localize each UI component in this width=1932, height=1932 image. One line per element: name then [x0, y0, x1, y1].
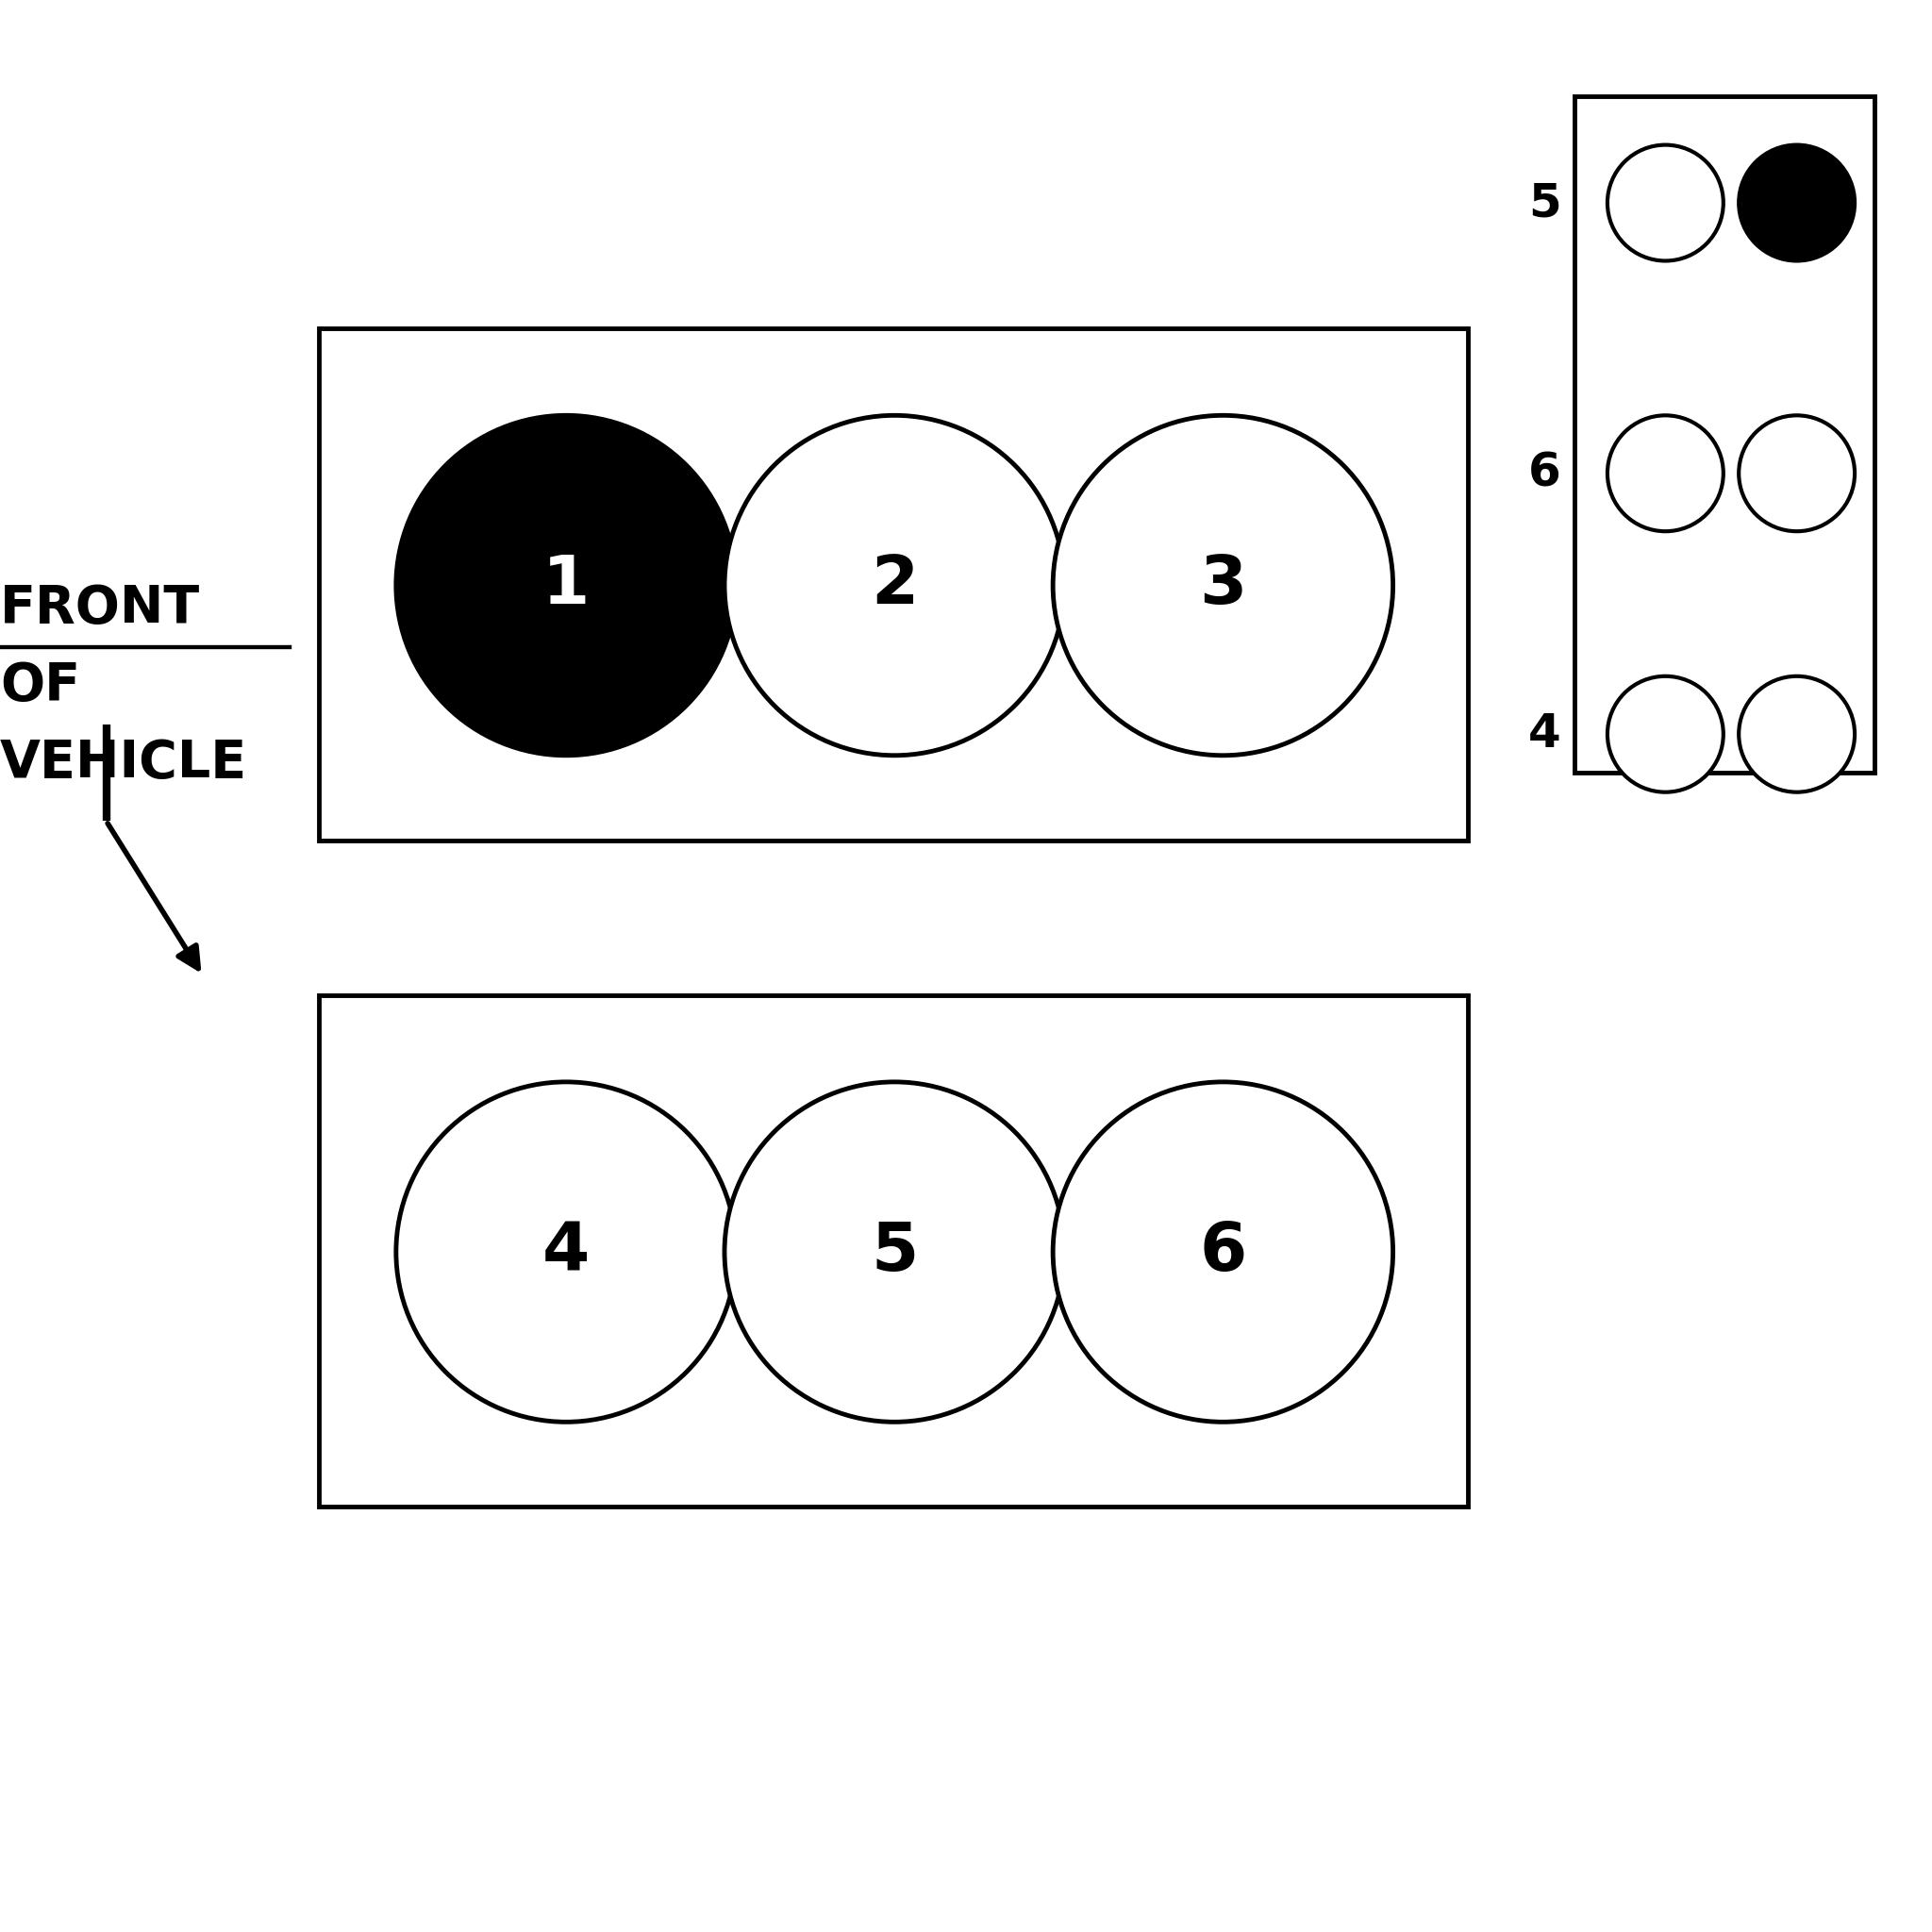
Text: 2: 2: [871, 553, 918, 618]
Bar: [1575, 97, 1874, 773]
Circle shape: [396, 415, 736, 755]
Circle shape: [1739, 415, 1855, 531]
Text: 5: 5: [1528, 180, 1561, 226]
Circle shape: [724, 415, 1065, 755]
Circle shape: [1053, 1082, 1393, 1422]
Bar: [319, 328, 1468, 840]
Text: 4: 4: [543, 1219, 589, 1285]
Circle shape: [1607, 145, 1723, 261]
Circle shape: [1053, 415, 1393, 755]
Bar: [319, 995, 1468, 1507]
Circle shape: [1739, 145, 1855, 261]
Circle shape: [724, 1082, 1065, 1422]
Text: 6: 6: [1200, 1219, 1246, 1285]
Text: FRONT: FRONT: [0, 583, 201, 634]
Circle shape: [1739, 676, 1855, 792]
Text: 6: 6: [1528, 450, 1561, 497]
Text: 1: 1: [543, 553, 589, 618]
Circle shape: [1607, 676, 1723, 792]
Text: 5: 5: [871, 1219, 918, 1285]
Text: 4: 4: [1528, 711, 1561, 757]
Text: 3: 3: [1200, 553, 1246, 618]
Circle shape: [1607, 415, 1723, 531]
Text: OF: OF: [0, 661, 81, 711]
Circle shape: [396, 1082, 736, 1422]
Text: VEHICLE: VEHICLE: [0, 738, 247, 788]
